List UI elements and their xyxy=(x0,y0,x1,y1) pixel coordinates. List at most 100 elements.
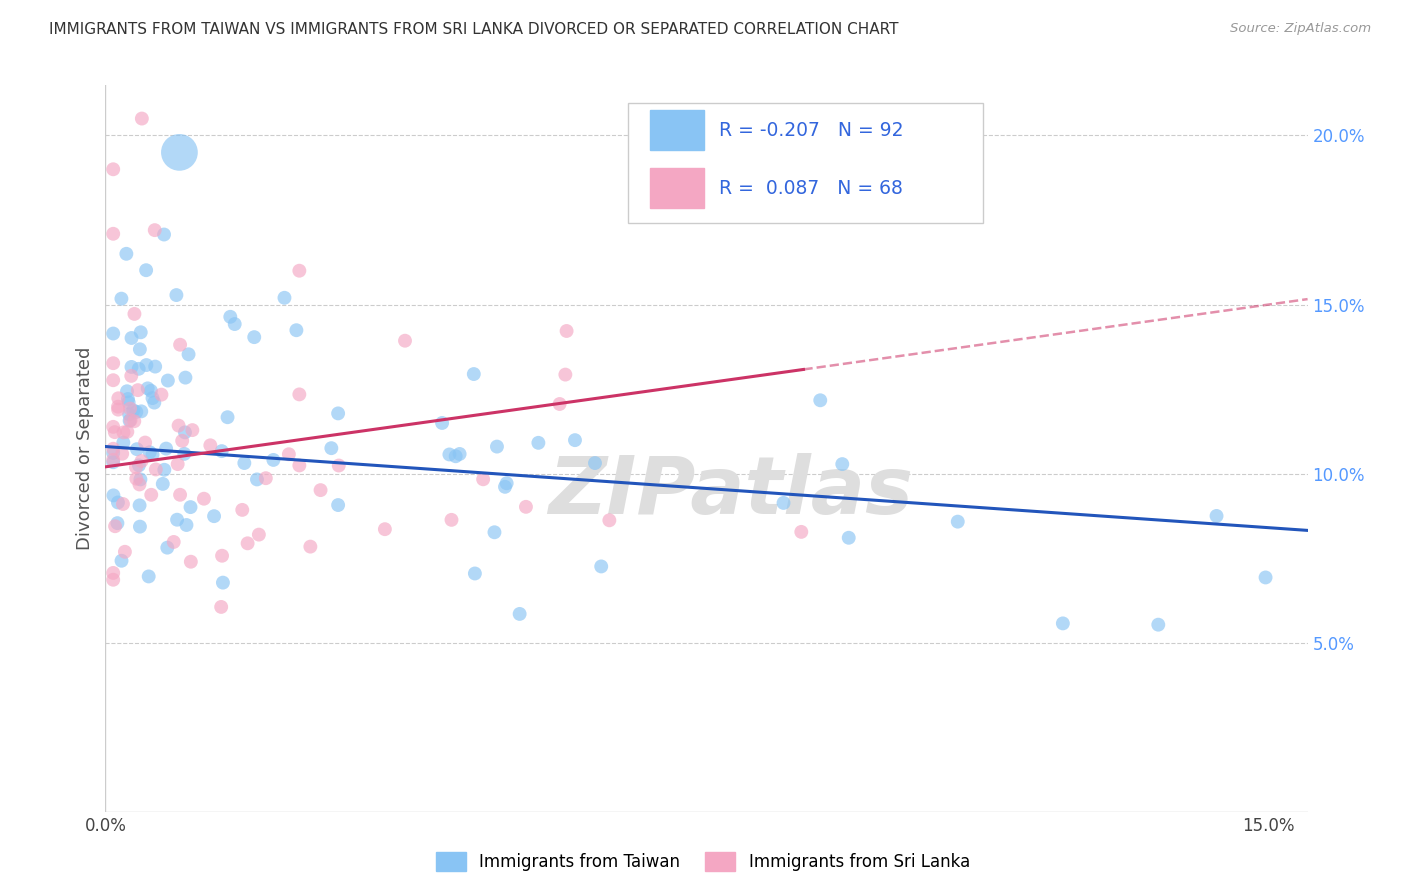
Point xyxy=(103,326,125,341)
Point xyxy=(152,476,174,491)
Point xyxy=(484,525,506,540)
Point xyxy=(463,367,485,381)
Point xyxy=(141,391,163,405)
Point xyxy=(128,477,150,491)
Point xyxy=(103,573,125,587)
Point xyxy=(107,516,129,530)
Point xyxy=(122,403,145,417)
Point xyxy=(129,519,152,533)
Point xyxy=(176,518,198,533)
Point xyxy=(262,453,284,467)
Point xyxy=(169,145,191,160)
Point xyxy=(167,418,190,433)
Point xyxy=(110,292,132,306)
Point xyxy=(449,447,471,461)
Point xyxy=(166,457,188,471)
Point xyxy=(515,500,537,514)
Point xyxy=(103,162,125,177)
Point xyxy=(772,496,794,510)
Point xyxy=(309,483,332,497)
Point xyxy=(104,425,127,439)
Point xyxy=(548,397,571,411)
Point xyxy=(129,472,152,486)
Point xyxy=(120,401,142,416)
Point xyxy=(527,435,550,450)
Point xyxy=(288,387,311,401)
Point xyxy=(128,343,150,357)
Point xyxy=(125,472,148,486)
Point xyxy=(321,441,343,455)
Point xyxy=(107,495,129,509)
Point xyxy=(115,384,138,399)
Point xyxy=(288,458,311,473)
Legend: Immigrants from Taiwan, Immigrants from Sri Lanka: Immigrants from Taiwan, Immigrants from … xyxy=(427,843,979,880)
Point xyxy=(128,458,150,473)
Point xyxy=(165,288,187,302)
Point xyxy=(554,368,576,382)
Point xyxy=(495,476,517,491)
Point xyxy=(328,458,350,473)
Point xyxy=(273,291,295,305)
Point xyxy=(103,420,125,434)
Point xyxy=(598,513,620,527)
Text: R = -0.207   N = 92: R = -0.207 N = 92 xyxy=(718,121,903,140)
Point xyxy=(555,324,578,338)
Point xyxy=(141,448,163,462)
Point xyxy=(111,447,134,461)
Point xyxy=(236,536,259,550)
Point xyxy=(103,566,125,580)
Point xyxy=(430,416,453,430)
Point xyxy=(153,463,176,477)
Y-axis label: Divorced or Separated: Divorced or Separated xyxy=(76,347,94,549)
Bar xyxy=(650,111,704,150)
Point xyxy=(285,323,308,337)
Point xyxy=(139,384,162,398)
Point xyxy=(153,227,176,242)
Point xyxy=(136,381,159,395)
Point xyxy=(247,527,270,541)
Point xyxy=(172,434,194,448)
Point xyxy=(277,447,299,461)
Point xyxy=(103,446,125,460)
Point xyxy=(583,456,606,470)
Point xyxy=(124,414,146,428)
Point xyxy=(128,499,150,513)
Point xyxy=(125,405,148,419)
Point xyxy=(117,425,139,439)
Point xyxy=(163,535,186,549)
Point xyxy=(107,400,129,414)
Point xyxy=(790,524,813,539)
Point xyxy=(169,337,191,351)
Point xyxy=(200,438,222,452)
Point xyxy=(288,263,311,277)
Point xyxy=(103,356,125,370)
Point xyxy=(141,488,163,502)
Point xyxy=(494,480,516,494)
Point xyxy=(173,447,195,461)
Point xyxy=(103,453,125,467)
Point xyxy=(117,392,139,406)
Point xyxy=(107,402,129,417)
Point xyxy=(111,497,134,511)
Point xyxy=(125,442,148,457)
Point xyxy=(145,462,167,476)
Point xyxy=(112,425,135,440)
Point xyxy=(103,488,125,502)
Point xyxy=(254,471,277,485)
Point xyxy=(129,326,152,340)
Point xyxy=(150,387,173,401)
Point xyxy=(211,549,233,563)
Point xyxy=(326,406,349,420)
Point xyxy=(1205,508,1227,523)
Point xyxy=(179,500,201,515)
Point xyxy=(110,554,132,568)
Point xyxy=(120,413,142,427)
Point xyxy=(121,359,143,374)
Point xyxy=(103,455,125,469)
Point xyxy=(485,440,508,454)
Point xyxy=(115,247,138,261)
Point xyxy=(118,407,141,421)
Point xyxy=(246,472,269,486)
Point xyxy=(202,509,225,524)
Point xyxy=(209,599,232,614)
